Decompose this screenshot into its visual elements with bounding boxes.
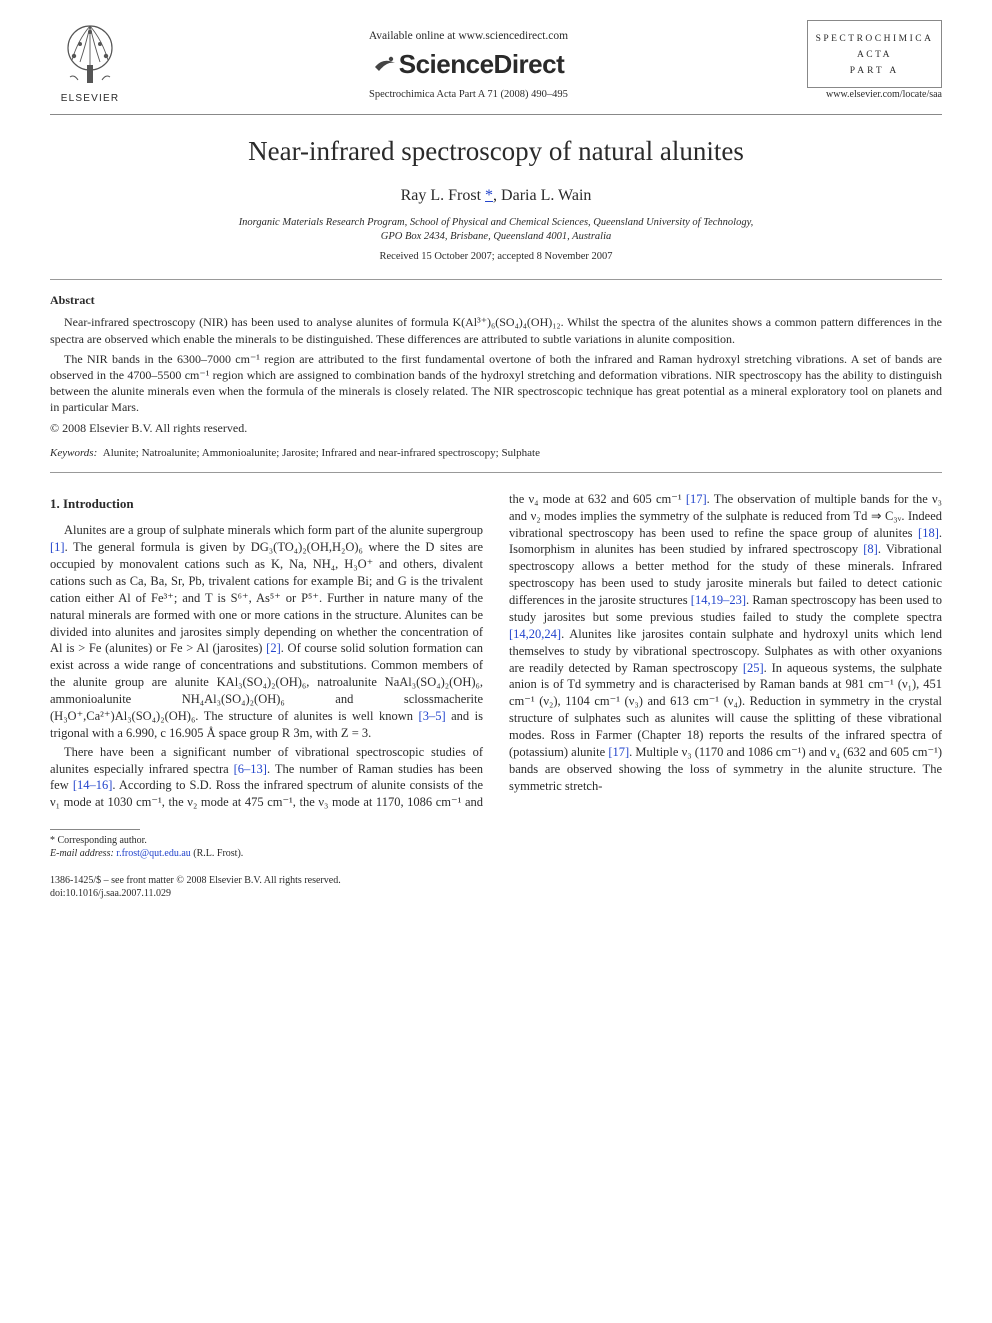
locate-url: www.elsevier.com/locate/saa bbox=[807, 88, 942, 102]
ref-link-17b[interactable]: [17] bbox=[608, 745, 629, 759]
ref-link-14-20-24[interactable]: [14,20,24] bbox=[509, 627, 561, 641]
abstract-bottom-rule bbox=[50, 472, 942, 473]
ref-link-18[interactable]: [18] bbox=[918, 526, 939, 540]
keywords-line: Keywords: Alunite; Natroalunite; Ammonio… bbox=[50, 446, 942, 461]
keywords-text: Alunite; Natroalunite; Ammonioalunite; J… bbox=[103, 447, 540, 459]
ref-link-14-19-23[interactable]: [14,19–23] bbox=[691, 593, 746, 607]
cover-line-3: PART A bbox=[814, 63, 935, 79]
ref-link-17a[interactable]: [17] bbox=[686, 492, 707, 506]
elsevier-tree-icon bbox=[60, 20, 120, 85]
abstract-body: Near-infrared spectroscopy (NIR) has bee… bbox=[50, 314, 942, 436]
affiliation: Inorganic Materials Research Program, Sc… bbox=[50, 216, 942, 244]
affiliation-line-2: GPO Box 2434, Brisbane, Queensland 4001,… bbox=[381, 231, 612, 242]
body-columns: 1. Introduction Alunites are a group of … bbox=[50, 491, 942, 811]
author-email-link[interactable]: r.frost@qut.edu.au bbox=[116, 848, 190, 859]
sciencedirect-brand: ScienceDirect bbox=[130, 46, 807, 82]
section-1-heading: 1. Introduction bbox=[50, 495, 483, 513]
intro-p1-seg-a: Alunites are a group of sulphate mineral… bbox=[64, 523, 483, 537]
keywords-label: Keywords: bbox=[50, 447, 97, 459]
ref-link-1[interactable]: [1] bbox=[50, 540, 65, 554]
submission-dates: Received 15 October 2007; accepted 8 Nov… bbox=[50, 250, 942, 265]
ref-link-8[interactable]: [8] bbox=[863, 542, 878, 556]
header-center: Available online at www.sciencedirect.co… bbox=[130, 20, 807, 105]
abstract-para-2: The NIR bands in the 6300–7000 cm⁻¹ regi… bbox=[50, 351, 942, 416]
corr-author-label: * Corresponding author. bbox=[50, 834, 942, 847]
intro-p1-seg-b: . The general formula is given by DG₃(TO… bbox=[50, 540, 483, 655]
corresponding-author-footnote: * Corresponding author. E-mail address: … bbox=[50, 834, 942, 860]
header-row: ELSEVIER Available online at www.science… bbox=[50, 20, 942, 108]
bottom-meta: 1386-1425/$ – see front matter © 2008 El… bbox=[50, 874, 942, 900]
abstract-para-1: Near-infrared spectroscopy (NIR) has bee… bbox=[50, 314, 942, 346]
corresponding-author-mark[interactable]: * bbox=[485, 187, 493, 204]
doi-line: doi:10.1016/j.saa.2007.11.029 bbox=[50, 887, 942, 900]
journal-cover-block: SPECTROCHIMICA ACTA PART A www.elsevier.… bbox=[807, 20, 942, 108]
copyright-line: © 2008 Elsevier B.V. All rights reserved… bbox=[50, 420, 942, 437]
sciencedirect-text: ScienceDirect bbox=[399, 49, 564, 79]
abstract-label: Abstract bbox=[50, 292, 942, 309]
cover-line-2: ACTA bbox=[814, 47, 935, 63]
journal-reference: Spectrochimica Acta Part A 71 (2008) 490… bbox=[130, 88, 807, 103]
journal-cover: SPECTROCHIMICA ACTA PART A bbox=[807, 20, 942, 88]
cover-line-1: SPECTROCHIMICA bbox=[814, 31, 935, 47]
publisher-name: ELSEVIER bbox=[50, 92, 130, 106]
issn-line: 1386-1425/$ – see front matter © 2008 El… bbox=[50, 874, 942, 887]
paper-title: Near-infrared spectroscopy of natural al… bbox=[50, 133, 942, 171]
abstract-top-rule bbox=[50, 279, 942, 280]
ref-link-25[interactable]: [25] bbox=[743, 661, 764, 675]
intro-para-1: Alunites are a group of sulphate mineral… bbox=[50, 522, 483, 741]
authors: Ray L. Frost *, Daria L. Wain bbox=[50, 185, 942, 207]
email-attribution: (R.L. Frost). bbox=[193, 848, 243, 859]
email-label: E-mail address: bbox=[50, 848, 114, 859]
available-online-text: Available online at www.sciencedirect.co… bbox=[130, 28, 807, 44]
sciencedirect-swoosh-icon bbox=[373, 53, 397, 77]
footnote-rule bbox=[50, 829, 140, 830]
ref-link-3-5[interactable]: [3–5] bbox=[419, 709, 446, 723]
ref-link-2[interactable]: [2] bbox=[266, 641, 281, 655]
affiliation-line-1: Inorganic Materials Research Program, Sc… bbox=[239, 217, 754, 228]
publisher-logo-block: ELSEVIER bbox=[50, 20, 130, 106]
ref-link-14-16[interactable]: [14–16] bbox=[73, 778, 113, 792]
ref-link-6-13[interactable]: [6–13] bbox=[234, 762, 267, 776]
header-rule bbox=[50, 114, 942, 115]
